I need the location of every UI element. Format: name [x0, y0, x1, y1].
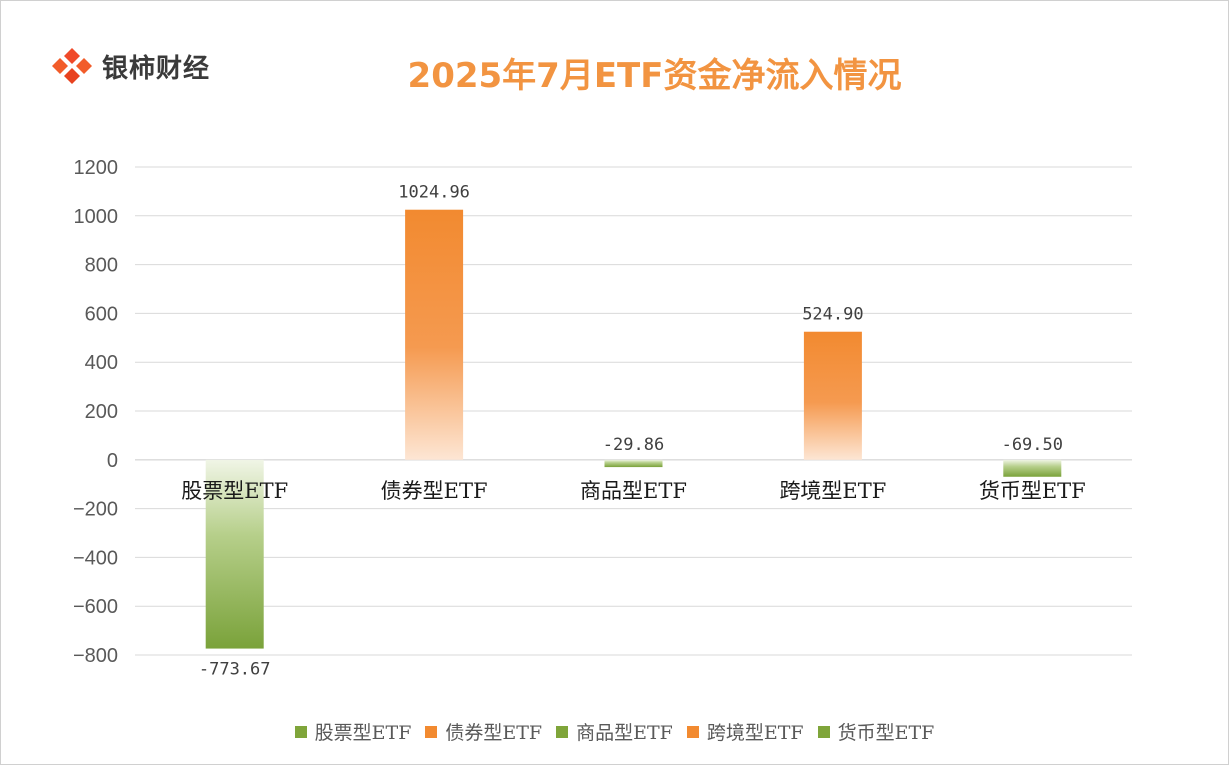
bar [205, 459, 264, 649]
persimmon-logo-icon [52, 48, 92, 84]
bar [405, 209, 464, 460]
data-label: -773.67 [199, 660, 271, 680]
legend-swatch [686, 725, 699, 738]
chart-title: 2025年7月ETF资金净流入情况 [407, 56, 902, 96]
y-tick-label: −600 [73, 596, 118, 618]
legend-item: 债券型ETF [425, 718, 542, 745]
y-tick-label: 0 [107, 450, 118, 472]
legend-item: 商品型ETF [556, 718, 673, 745]
data-label: 1024.96 [398, 183, 470, 203]
legend-item: 货币型ETF [817, 718, 935, 745]
legend-label: 货币型ETF [837, 722, 935, 744]
y-tick-label: 600 [85, 303, 118, 325]
legend: 股票型ETF 债券型ETF 商品型ETF 跨境型ETF 货币型ETF [0, 718, 1229, 745]
legend-swatch [425, 725, 438, 738]
bar [803, 331, 862, 460]
y-tick-label: 1200 [74, 157, 119, 179]
brand-logo: 银柿财经 [50, 46, 210, 86]
x-axis: 股票型ETF 债券型ETF 商品型ETF 跨境型ETF 货币型ETF [181, 479, 1086, 503]
legend-label: 商品型ETF [576, 722, 673, 744]
y-tick-label: 800 [85, 255, 118, 277]
y-tick-label: 1000 [74, 206, 119, 228]
data-labels: -773.67 1024.96 -29.86 524.90 -69.50 [199, 183, 1063, 680]
y-tick-label: −800 [73, 645, 118, 667]
category-label: 股票型ETF [181, 479, 288, 503]
legend-swatch [556, 725, 569, 738]
data-label: -69.50 [1002, 435, 1063, 455]
category-label: 商品型ETF [580, 479, 687, 503]
legend-item: 跨境型ETF [686, 718, 804, 745]
legend-swatch [294, 725, 307, 738]
category-label: 债券型ETF [381, 479, 488, 503]
data-label: 524.90 [802, 305, 863, 325]
legend-item: 股票型ETF [294, 718, 412, 745]
legend-label: 债券型ETF [445, 722, 543, 744]
y-tick-label: −400 [73, 547, 118, 569]
grid-lines [135, 166, 1132, 656]
legend-label: 股票型ETF [314, 722, 412, 744]
bars [205, 209, 1062, 649]
brand-name: 银柿财经 [102, 53, 211, 84]
data-label: -29.86 [603, 435, 664, 455]
category-label: 货币型ETF [979, 479, 1086, 503]
bar [1003, 459, 1062, 477]
y-tick-label: 400 [85, 352, 118, 374]
legend-swatch [817, 725, 830, 738]
legend-label: 跨境型ETF [706, 722, 804, 744]
category-label: 跨境型ETF [779, 479, 886, 503]
y-tick-label: −200 [73, 499, 118, 521]
y-axis: 1200 1000 800 600 400 200 0 −200 −400 −600 −800 [73, 157, 118, 667]
y-tick-label: 200 [85, 401, 118, 423]
bar [604, 459, 663, 468]
